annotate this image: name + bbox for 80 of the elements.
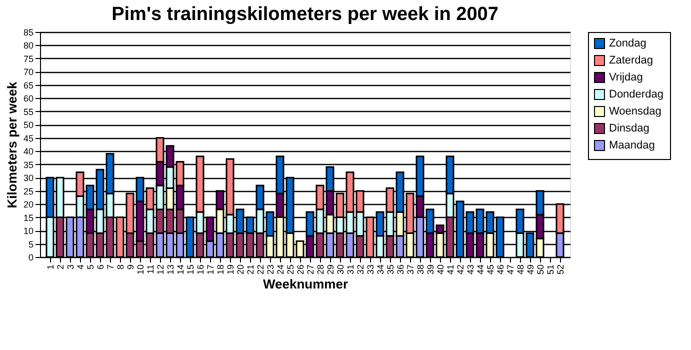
x-tick-label: 1 (46, 264, 56, 270)
x-tick-label: 22 (256, 264, 266, 275)
x-tick-label: 41 (446, 264, 456, 275)
y-tick-label: 5 (28, 239, 34, 250)
x-tick-label: 14 (176, 264, 186, 275)
x-tick-label: 32 (356, 264, 366, 275)
x-tick-label: 40 (436, 264, 446, 275)
y-tick-label: 65 (23, 80, 34, 90)
x-tick-label: 17 (206, 264, 216, 275)
x-tick-label: 37 (406, 264, 416, 275)
x-tick-label: 45 (486, 264, 496, 275)
y-tick-label: 75 (23, 54, 34, 64)
x-tick-label: 5 (86, 264, 96, 270)
y-tick-label: 10 (23, 226, 34, 236)
x-tick-label: 26 (296, 264, 306, 275)
x-tick-label: 8 (116, 264, 126, 270)
x-tick-label: 24 (276, 264, 286, 275)
y-tick-label: 50 (23, 120, 34, 130)
y-tick-label: 35 (23, 160, 34, 170)
x-tick-label: 49 (526, 264, 536, 275)
y-tick-label: 40 (23, 146, 34, 157)
x-tick-label: 30 (336, 264, 346, 275)
x-tick-label: 43 (466, 264, 476, 275)
y-tick-label: 55 (23, 106, 34, 117)
x-tick-label: 29 (326, 264, 336, 275)
x-tick-label: 46 (496, 264, 506, 275)
chart-title: Pim's trainingskilometers per week in 2007 (112, 4, 498, 25)
x-tick-label: 33 (366, 264, 376, 275)
x-tick-label: 10 (136, 264, 146, 275)
y-axis-title: Kilometers per week (4, 81, 20, 208)
x-tick-label: 48 (516, 264, 526, 275)
y-tick-label: 30 (23, 173, 34, 184)
x-tick-label: 27 (306, 264, 316, 275)
x-tick-label: 47 (506, 264, 516, 275)
legend-label: Vrijdag (609, 72, 643, 84)
x-tick-label: 13 (166, 264, 176, 275)
x-tick-label: 11 (146, 264, 156, 274)
x-tick-label: 19 (226, 264, 236, 275)
legend-label: Zondag (609, 38, 646, 50)
x-tick-label: 25 (286, 264, 296, 275)
x-tick-label: 6 (96, 264, 106, 270)
legend-label: Donderdag (609, 88, 664, 100)
legend-label: Zaterdag (609, 54, 654, 66)
x-tick-label: 2 (56, 264, 66, 270)
x-tick-label: 7 (106, 264, 116, 270)
x-tick-label: 16 (196, 264, 206, 275)
x-tick-label: 3 (66, 264, 76, 270)
y-tick-label: 20 (23, 200, 34, 210)
x-tick-label: 39 (426, 264, 436, 275)
y-tick-label: 0 (28, 252, 34, 262)
y-tick-label: 70 (23, 67, 34, 78)
x-tick-label: 31 (346, 264, 356, 275)
x-tick-label: 42 (456, 264, 466, 275)
y-tick-label: 85 (23, 28, 34, 38)
x-axis-title: Weeknummer (262, 276, 348, 292)
x-tick-label: 34 (376, 264, 386, 275)
x-tick-label: 4 (76, 264, 86, 270)
y-tick-label: 45 (23, 133, 34, 144)
x-tick-label: 51 (546, 264, 556, 275)
x-tick-label: 21 (246, 264, 256, 275)
x-tick-label: 36 (396, 264, 406, 275)
legend-label: Maandag (609, 140, 655, 152)
x-tick-label: 9 (126, 264, 136, 270)
x-tick-label: 15 (186, 264, 196, 275)
legend-label: Dinsdag (609, 122, 650, 134)
x-tick-label: 52 (556, 264, 566, 275)
y-tick-label: 25 (23, 186, 34, 196)
x-tick-label: 12 (156, 264, 166, 275)
x-tick-label: 44 (476, 264, 486, 275)
y-tick-label: 80 (23, 40, 34, 51)
y-tick-label: 15 (23, 212, 34, 223)
legend-label: Woensdag (609, 106, 662, 118)
x-tick-label: 35 (386, 264, 396, 275)
y-tick-label: 60 (23, 94, 34, 104)
x-tick-label: 38 (416, 264, 426, 275)
x-tick-label: 18 (216, 264, 226, 275)
x-tick-label: 20 (236, 264, 246, 275)
x-tick-label: 50 (536, 264, 546, 275)
x-tick-label: 23 (266, 264, 276, 275)
x-tick-label: 28 (316, 264, 326, 275)
